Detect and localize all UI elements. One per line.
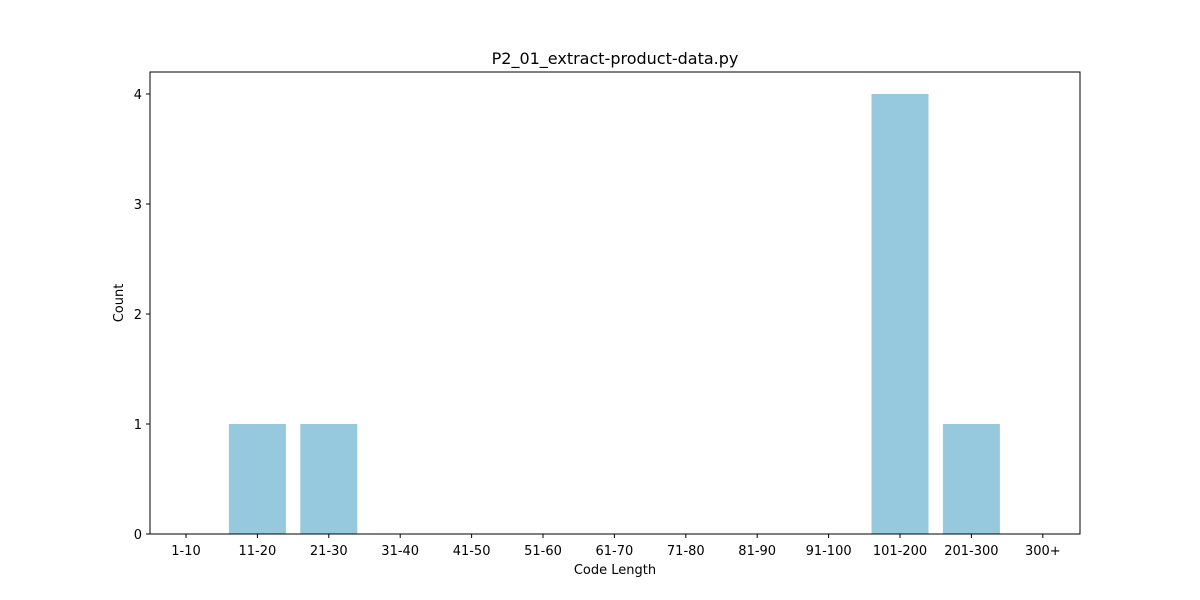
x-tick-label: 81-90: [738, 544, 776, 559]
x-tick-label: 51-60: [524, 544, 562, 559]
y-tick-label: 2: [134, 308, 142, 323]
x-tick-label: 201-300: [944, 544, 998, 559]
bar-21-30: [300, 424, 358, 534]
x-tick-label: 91-100: [806, 544, 852, 559]
y-tick-label: 4: [134, 88, 142, 103]
y-tick-label: 3: [134, 198, 142, 213]
x-tick-label: 300+: [1025, 544, 1061, 559]
x-axis: 1-10 11-20 21-30 31-40 41-50 51-60 61-70 71-80 8…: [171, 534, 1061, 559]
y-axis-label: Count: [112, 284, 127, 323]
x-tick-label: 101-200: [873, 544, 927, 559]
bars-layer: [228, 94, 1000, 534]
x-tick-label: 1-10: [171, 544, 201, 559]
plot-frame: [149, 71, 1081, 535]
bar-201-300: [942, 424, 1000, 534]
bar-11-20: [228, 424, 286, 534]
x-tick-label: 41-50: [453, 544, 491, 559]
x-tick-label: 71-80: [667, 544, 705, 559]
x-tick-label: 11-20: [239, 544, 277, 559]
x-tick-label: 61-70: [596, 544, 634, 559]
x-tick-label: 31-40: [381, 544, 419, 559]
y-tick-label: 1: [134, 418, 142, 433]
y-tick-label: 0: [134, 528, 142, 543]
x-axis-label: Code Length: [574, 563, 656, 578]
bar-101-200: [871, 94, 929, 534]
chart-title: P2_01_extract-product-data.py: [492, 49, 739, 69]
y-axis: 0 1 2 3 4: [134, 88, 150, 543]
x-tick-label: 21-30: [310, 544, 348, 559]
